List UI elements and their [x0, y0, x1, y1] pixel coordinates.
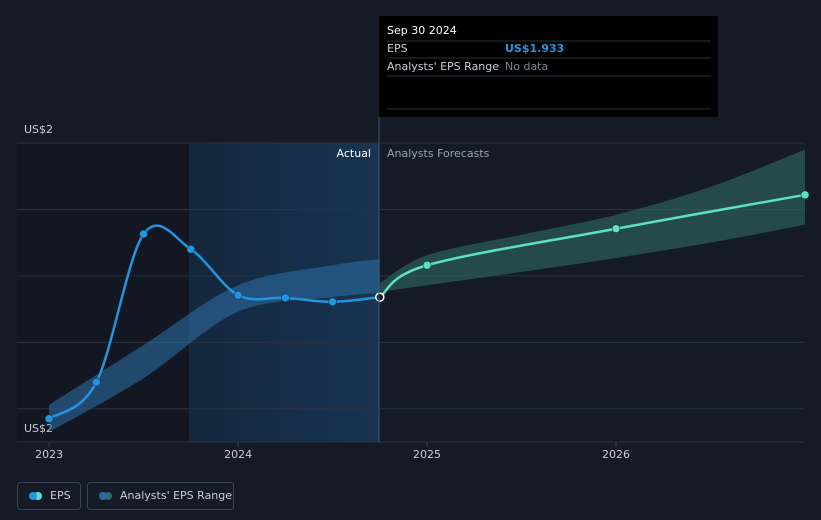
eps-point	[281, 293, 290, 303]
range-band	[379, 149, 805, 292]
legend-label[interactable]: Analysts' EPS Range	[120, 489, 232, 502]
eps-point	[186, 245, 196, 254]
legend-swatch	[99, 492, 107, 500]
range-band	[49, 259, 380, 433]
legend-swatch	[29, 492, 37, 500]
y-tick-label: US$2	[24, 422, 53, 435]
x-tick-label: 2025	[413, 448, 441, 461]
tooltip: Sep 30 2024 EPS US$1.933 Analysts' EPS R…	[379, 16, 718, 117]
eps-point	[44, 414, 54, 423]
legend: EPS Analysts' EPS Range	[17, 482, 234, 510]
eps-highlight	[375, 292, 385, 302]
actual-label: Actual	[337, 147, 371, 160]
eps-point	[328, 297, 337, 307]
eps-point	[422, 261, 432, 270]
tooltip-value: US$1.933	[505, 42, 564, 55]
tooltip-value: No data	[505, 60, 548, 73]
legend-label[interactable]: EPS	[50, 489, 71, 502]
x-tick-label: 2024	[224, 448, 252, 461]
eps-point	[611, 224, 621, 233]
tooltip-label: Analysts' EPS Range	[387, 60, 499, 73]
legend-button[interactable]	[17, 482, 81, 510]
x-tick-label: 2026	[602, 448, 630, 461]
legend-eps[interactable]: EPS	[17, 482, 81, 510]
eps-point	[233, 290, 243, 300]
eps-line	[379, 193, 806, 299]
x-tick-label: 2023	[35, 448, 63, 461]
legend-button[interactable]	[87, 482, 234, 510]
legend-range[interactable]: Analysts' EPS Range	[87, 482, 234, 510]
tooltip-label: EPS	[387, 42, 408, 55]
forecast-label: Analysts Forecasts	[387, 147, 490, 160]
eps-point	[139, 229, 148, 239]
eps-line	[48, 224, 380, 420]
eps-point	[92, 377, 101, 387]
tooltip-box	[379, 16, 718, 117]
tooltip-date: Sep 30 2024	[387, 24, 457, 37]
eps-point	[800, 190, 810, 200]
y-tick-label: US$2	[24, 123, 53, 136]
